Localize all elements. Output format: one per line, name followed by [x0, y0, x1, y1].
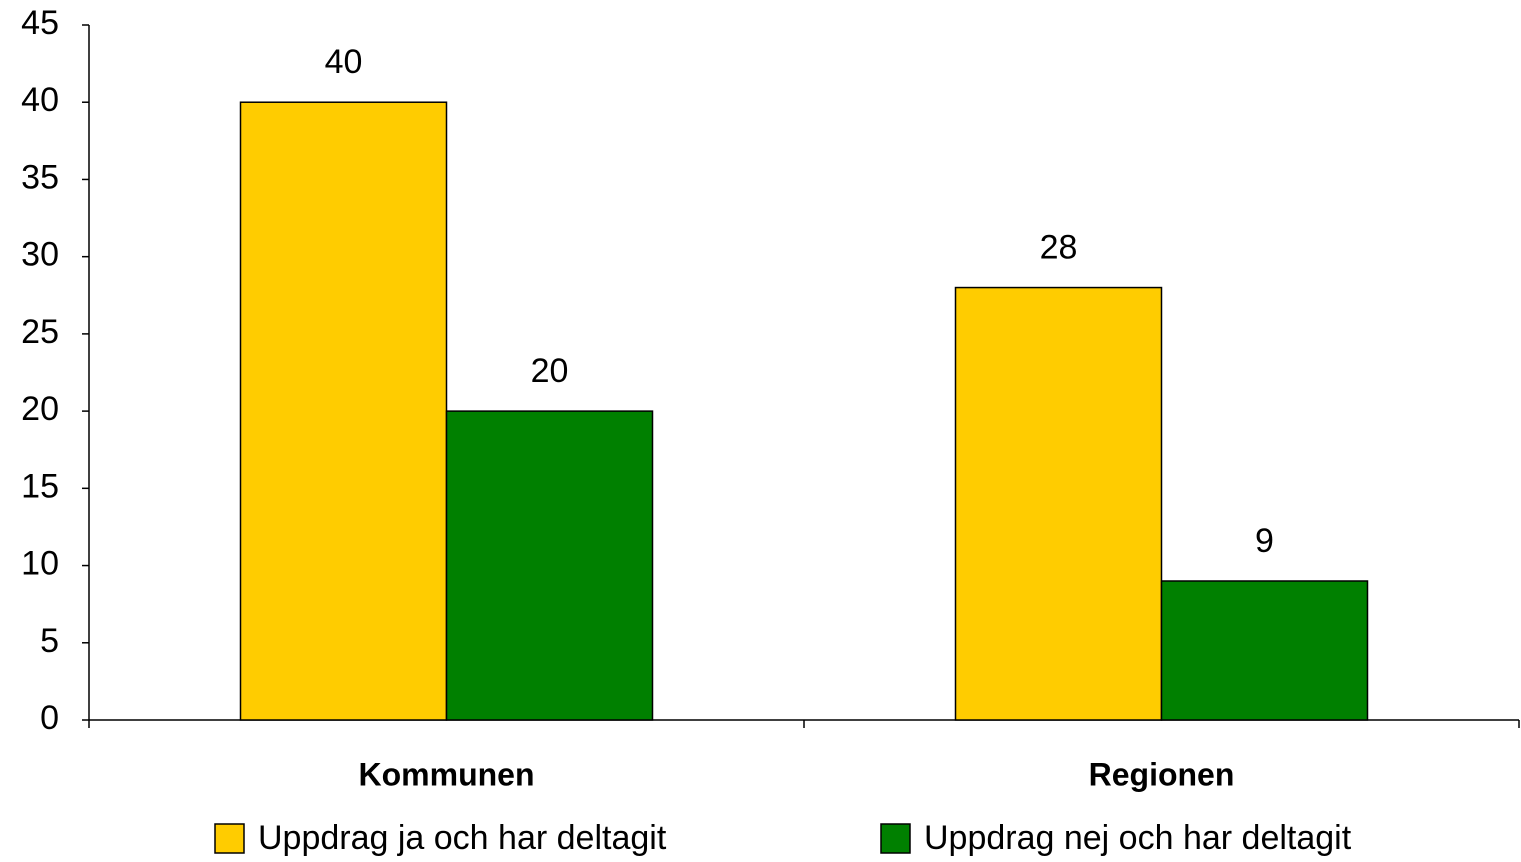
y-tick-label: 45: [21, 4, 59, 42]
data-label: 20: [531, 352, 569, 390]
legend-swatch: [214, 823, 245, 854]
x-tick-label: Regionen: [1089, 756, 1235, 792]
y-tick-label: 0: [40, 699, 59, 737]
legend-label: Uppdrag ja och har deltagit: [258, 819, 667, 857]
data-label: 28: [1040, 229, 1078, 267]
y-tick-label: 15: [21, 467, 59, 505]
y-tick-label: 30: [21, 236, 59, 274]
y-tick-label: 10: [21, 545, 59, 583]
bar: [445, 410, 654, 721]
x-tick-label: Kommunen: [359, 756, 535, 792]
legend-label: Uppdrag nej och har deltagit: [924, 819, 1352, 857]
y-tick-label: 35: [21, 158, 59, 196]
y-tick-label: 20: [21, 390, 59, 428]
y-tick-label: 25: [21, 313, 59, 351]
bar: [1160, 580, 1369, 721]
data-label: 40: [325, 43, 363, 81]
y-tick-label: 5: [40, 622, 59, 660]
bar: [239, 101, 448, 721]
legend-swatch: [880, 823, 911, 854]
y-tick-label: 40: [21, 81, 59, 119]
data-label: 9: [1255, 522, 1274, 560]
bar: [954, 286, 1163, 721]
